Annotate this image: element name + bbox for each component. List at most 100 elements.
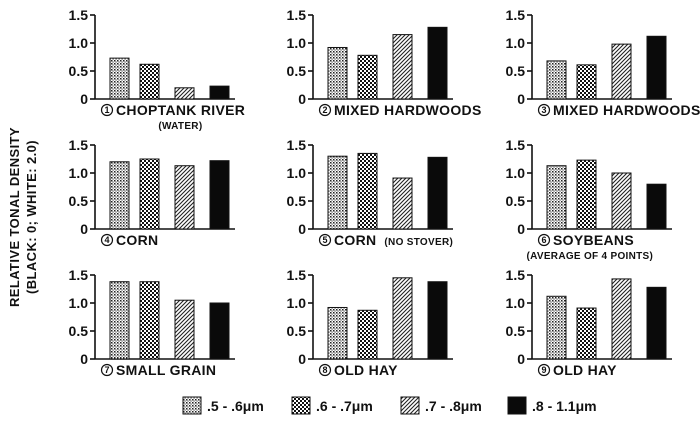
legend-label-4: .8 - 1.1μm [532, 398, 597, 414]
bar-panel4-series3 [174, 165, 195, 230]
bar-panel1-series2 [139, 63, 160, 100]
y-tick-label: 0 [517, 91, 525, 107]
bar-panel9-series4 [646, 286, 667, 360]
y-tick-label: 1.0 [287, 35, 307, 51]
bar-panel5-series2 [357, 152, 378, 230]
panels-group: 0 0.5 1.0 1.5 1 CHOPTANK RIVER (WATER) 0 0.5 1.0 1… [69, 7, 700, 378]
y-tick-label: 0.5 [287, 323, 307, 339]
panel-8: 0 0.5 1.0 1.5 8 OLD HAY [287, 267, 453, 378]
panel-9: 0 0.5 1.0 1.5 9 OLD HAY [506, 267, 672, 378]
y-tick-label: 0.5 [287, 63, 307, 79]
y-tick-label: 0 [298, 221, 306, 237]
bar-panel6-series3 [611, 172, 632, 230]
legend-label-3: .7 - .8μm [425, 398, 482, 414]
bar-panel7-series4 [209, 302, 230, 360]
bar-panel2-series1 [327, 46, 348, 100]
panel-title: CORN [116, 232, 158, 248]
legend-label-2: .6 - .7μm [316, 398, 373, 414]
y-tick-label: 1.5 [69, 7, 89, 23]
panel-number: 3 [541, 105, 546, 115]
bar-panel9-series3 [611, 278, 632, 360]
y-tick-label: 1.0 [287, 165, 307, 181]
y-tick-label: 1.0 [287, 295, 307, 311]
panel-number: 8 [322, 365, 327, 375]
panel-number-circle [537, 103, 551, 117]
panel-number: 7 [104, 365, 109, 375]
panel-title-text: MIXED HARDWOODS [334, 102, 482, 118]
panel-3: 0 0.5 1.0 1.5 3 MIXED HARDWOODS [506, 7, 700, 118]
y-tick-label: 0.5 [506, 193, 526, 209]
bar-panel1-series3 [174, 87, 195, 100]
legend-swatch-4 [507, 396, 527, 415]
panel-number-circle [318, 233, 332, 247]
panel-title: SOYBEANS [553, 232, 634, 248]
panel-1: 0 0.5 1.0 1.5 1 CHOPTANK RIVER (WATER) [69, 7, 245, 132]
bar-panel5-series3 [392, 177, 413, 230]
bar-panel3-series1 [546, 60, 567, 100]
panel-6: 0 0.5 1.0 1.5 6 SOYBEANS (AVERAGE OF 4 POINTS) [506, 137, 672, 262]
panel-title: OLD HAY [553, 362, 617, 378]
y-tick-label: 1.5 [506, 7, 526, 23]
y-tick-label: 0 [80, 221, 88, 237]
legend-swatch-3 [400, 396, 420, 415]
panel-title-text: CORN [334, 232, 376, 248]
panel-number-circle [318, 103, 332, 117]
panel-title-text: OLD HAY [553, 362, 617, 378]
panel-5: 0 0.5 1.0 1.5 5 CORN (NO STOVER) [287, 137, 453, 248]
y-tick-label: 1.5 [69, 267, 89, 283]
panel-number-circle [318, 363, 332, 377]
bar-panel5-series1 [327, 155, 348, 230]
panel-title: CHOPTANK RIVER [116, 102, 245, 118]
bar-panel7-series2 [139, 281, 160, 360]
panel-number-circle [100, 103, 114, 117]
y-tick-label: 1.0 [506, 35, 526, 51]
legend-swatch-1 [182, 396, 202, 415]
y-tick-label: 1.0 [69, 295, 89, 311]
y-tick-label: 0.5 [506, 63, 526, 79]
panel-7: 0 0.5 1.0 1.5 7 SMALL GRAIN [69, 267, 235, 378]
panel-subtitle: (AVERAGE OF 4 POINTS) [526, 251, 653, 262]
bar-panel4-series4 [209, 160, 230, 230]
y-tick-label: 1.0 [506, 295, 526, 311]
legend-swatch-2 [291, 396, 311, 415]
legend: .5 - .6μm .6 - .7μm .7 - .8μm .8 - 1.1μm [182, 396, 597, 415]
y-tick-label: 0 [80, 351, 88, 367]
bar-panel3-series2 [576, 64, 597, 100]
panel-number: 5 [322, 235, 327, 245]
bar-panel1-series4 [209, 85, 230, 100]
panel-title-text: SMALL GRAIN [116, 362, 216, 378]
panel-4: 0 0.5 1.0 1.5 4 CORN [69, 137, 235, 248]
bar-panel8-series4 [427, 281, 448, 360]
panel-title: MIXED HARDWOODS [334, 102, 482, 118]
y-tick-label: 0.5 [287, 193, 307, 209]
bar-panel2-series3 [392, 34, 413, 100]
panel-number: 1 [104, 105, 109, 115]
bar-panel4-series1 [109, 161, 130, 230]
panel-title-text: OLD HAY [334, 362, 398, 378]
y-tick-label: 1.5 [506, 267, 526, 283]
bar-panel6-series4 [646, 183, 667, 230]
panel-title: CORN (NO STOVER) [334, 232, 453, 248]
panel-number-circle [537, 363, 551, 377]
legend-label-1: .5 - .6μm [207, 398, 264, 414]
bar-panel3-series3 [611, 43, 632, 100]
y-tick-label: 1.5 [287, 137, 307, 153]
panel-number: 2 [322, 105, 327, 115]
panel-title-text: SOYBEANS [553, 232, 634, 248]
panel-title: MIXED HARDWOODS [553, 102, 700, 118]
y-tick-label: 1.5 [506, 137, 526, 153]
panel-title-text: CORN [116, 232, 158, 248]
panel-number-circle [100, 233, 114, 247]
panel-subtitle: (NO STOVER) [384, 237, 453, 248]
bar-panel3-series4 [646, 35, 667, 100]
bar-panel6-series1 [546, 165, 567, 230]
y-tick-label: 0 [517, 351, 525, 367]
panel-number-circle [537, 233, 551, 247]
y-tick-label: 1.5 [287, 7, 307, 23]
y-tick-label: 0.5 [69, 63, 89, 79]
panel-number: 4 [104, 235, 109, 245]
y-axis-label-line2: (BLACK: 0; WHITE: 2.0) [24, 140, 39, 294]
bar-panel7-series1 [109, 281, 130, 360]
bar-panel9-series1 [546, 295, 567, 360]
